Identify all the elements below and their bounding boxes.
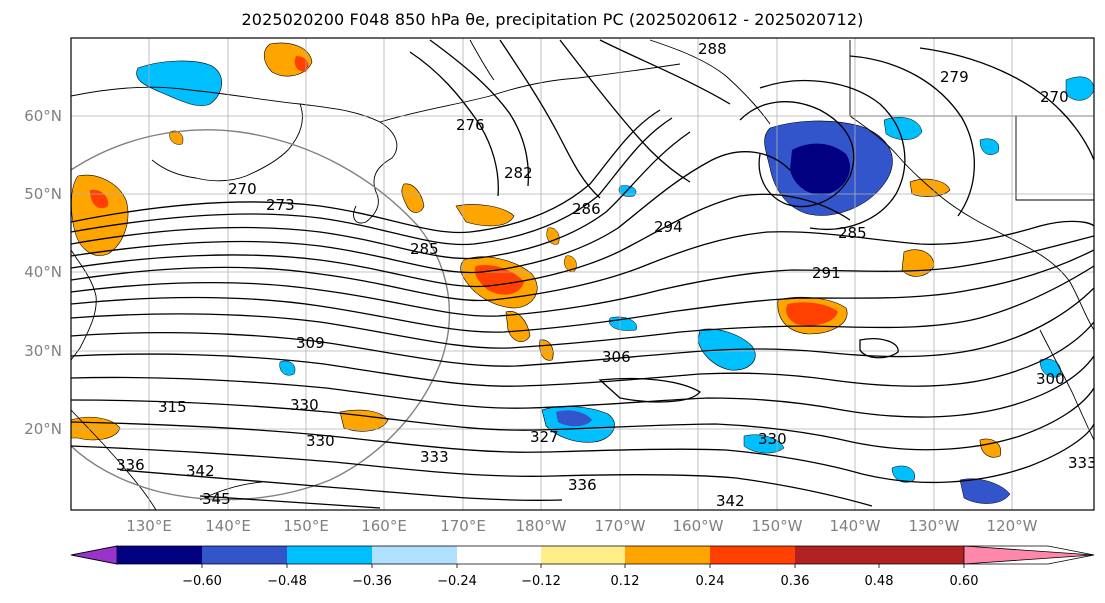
colorbar-tick-label: −0.36 bbox=[352, 574, 392, 589]
colorbar-tick-label: −0.24 bbox=[437, 574, 477, 589]
contour-label: 333 bbox=[1068, 454, 1097, 472]
colorbar-tick-label: 0.12 bbox=[610, 574, 640, 589]
colorbar-tick-label: −0.60 bbox=[182, 574, 222, 589]
colorbar-arrow-right-tip bbox=[963, 545, 1095, 565]
colorbar-arrow-right bbox=[879, 546, 964, 564]
contour-label: 327 bbox=[530, 428, 559, 446]
colorbar-segment bbox=[202, 546, 287, 564]
colorbar-segment bbox=[457, 546, 541, 564]
contour-label: 291 bbox=[812, 264, 841, 282]
map-frame bbox=[70, 37, 1095, 511]
contour-label: 315 bbox=[158, 398, 187, 416]
lat-label-60n: 60°N bbox=[24, 107, 62, 125]
colorbar-tick-label: 0.48 bbox=[864, 574, 894, 589]
contour-label: 330 bbox=[290, 396, 319, 414]
lon-label: 140°W bbox=[829, 517, 881, 535]
contour-label: 273 bbox=[266, 196, 295, 214]
contour-label: 336 bbox=[116, 456, 145, 474]
lon-label: 120°W bbox=[986, 517, 1038, 535]
contour-label: 336 bbox=[568, 476, 597, 494]
colorbar-segment bbox=[795, 546, 879, 564]
contour-label: 345 bbox=[202, 490, 231, 508]
contour-label: 330 bbox=[758, 430, 787, 448]
colorbar-tick-label: 0.24 bbox=[695, 574, 725, 589]
lon-label: 140°E bbox=[205, 517, 251, 535]
colorbar-segment bbox=[372, 546, 457, 564]
contour-label: 282 bbox=[504, 164, 533, 182]
contour-label: 342 bbox=[186, 462, 215, 480]
colorbar bbox=[70, 545, 1095, 568]
colorbar-segment bbox=[710, 546, 795, 564]
lon-label: 130°E bbox=[126, 517, 172, 535]
contour-label: 309 bbox=[296, 334, 325, 352]
lat-label-40n: 40°N bbox=[24, 263, 62, 281]
lat-label-20n: 20°N bbox=[24, 420, 62, 438]
lon-label: 160°E bbox=[361, 517, 407, 535]
contour-label: 294 bbox=[654, 218, 683, 236]
colorbar-segment bbox=[117, 546, 202, 564]
lon-label: 180°W bbox=[515, 517, 567, 535]
theta-e-contours bbox=[71, 39, 1094, 509]
contour-label: 285 bbox=[838, 224, 867, 242]
colorbar-tick-label: −0.12 bbox=[521, 574, 561, 589]
range-ring bbox=[71, 129, 451, 501]
lon-label: 150°W bbox=[751, 517, 803, 535]
contour-label: 333 bbox=[420, 448, 449, 466]
contour-label: 276 bbox=[456, 116, 485, 134]
contour-label: 342 bbox=[716, 492, 745, 510]
colorbar-tick-label: 0.60 bbox=[949, 574, 979, 589]
precip-negative-shading bbox=[136, 60, 1094, 504]
contour-label: 279 bbox=[940, 68, 969, 86]
contour-label: 285 bbox=[410, 240, 439, 258]
contour-label: 286 bbox=[572, 200, 601, 218]
lon-label: 150°E bbox=[283, 517, 329, 535]
contour-label: 300 bbox=[1036, 370, 1065, 388]
contour-label: 270 bbox=[1040, 88, 1069, 106]
contour-label: 306 bbox=[602, 348, 631, 366]
lon-label: 170°W bbox=[594, 517, 646, 535]
colorbar-segment bbox=[625, 546, 710, 564]
colorbar-arrow-left bbox=[70, 545, 118, 565]
colorbar-outline bbox=[70, 545, 1095, 565]
lat-label-30n: 30°N bbox=[24, 342, 62, 360]
lon-label: 130°W bbox=[908, 517, 960, 535]
map-title: 2025020200 F048 850 hPa θe, precipitatio… bbox=[241, 10, 864, 29]
contour-label: 270 bbox=[228, 180, 257, 198]
colorbar-segment bbox=[541, 546, 625, 564]
contour-label: 330 bbox=[306, 432, 335, 450]
precip-positive-shading bbox=[71, 42, 1002, 458]
lon-label: 160°W bbox=[672, 517, 724, 535]
gridlines bbox=[71, 38, 1094, 510]
contour-labels: 288 276 279 270 282 286 294 273 270 285 … bbox=[116, 40, 1097, 510]
colorbar-tick-label: −0.48 bbox=[267, 574, 307, 589]
colorbar-segment bbox=[287, 546, 372, 564]
lon-label: 170°E bbox=[440, 517, 486, 535]
colorbar-tick-label: 0.36 bbox=[780, 574, 810, 589]
contour-label: 288 bbox=[698, 40, 727, 58]
lat-label-50n: 50°N bbox=[24, 185, 62, 203]
